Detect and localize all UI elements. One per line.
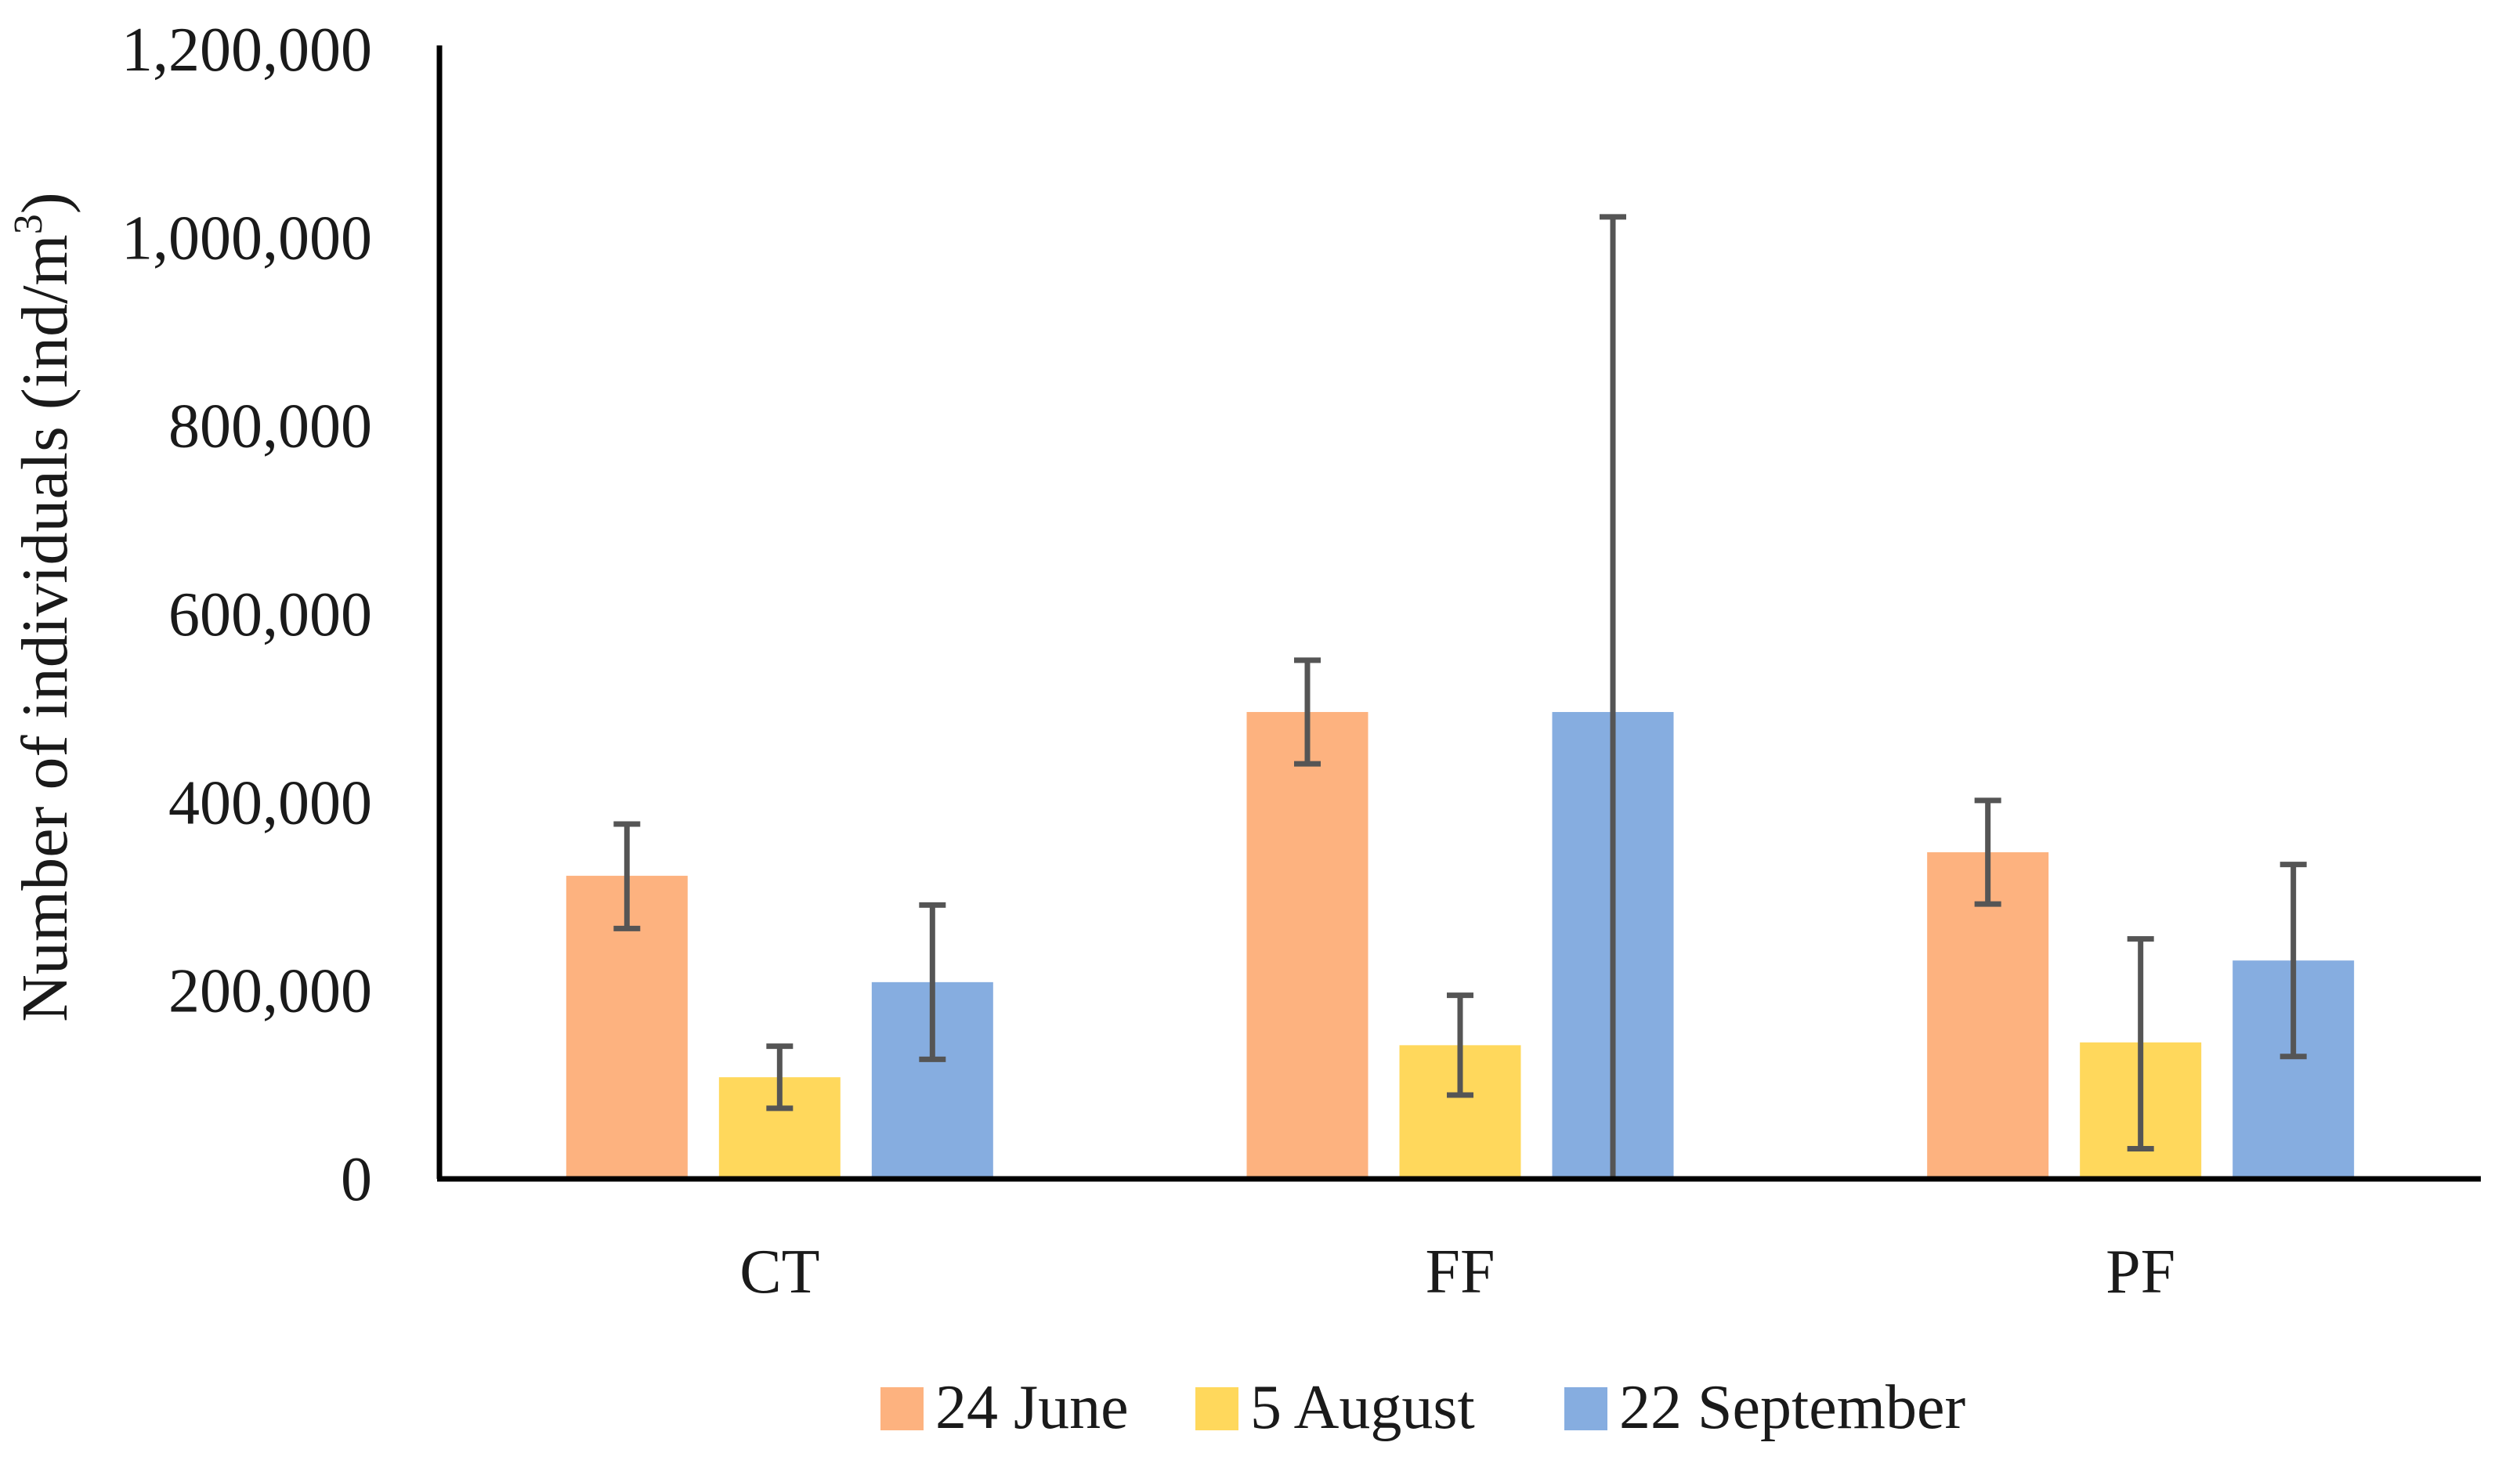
x-category-label: FF — [1426, 1238, 1495, 1307]
legend-swatch — [880, 1387, 924, 1430]
x-axis-category-labels: CT FF PF — [739, 1238, 2175, 1307]
bars-group — [566, 711, 2355, 1179]
y-axis-ticks: 0 200,000 400,000 600,000 800,000 1,000,000 1,… — [121, 16, 372, 1214]
bar-FF-0 — [1246, 711, 1368, 1179]
y-axis-title-superscript: 3 — [6, 214, 51, 234]
y-axis-title-close: ) — [9, 192, 81, 214]
y-tick-label: 1,000,000 — [121, 204, 372, 273]
y-tick-label: 800,000 — [168, 392, 372, 461]
legend-swatch — [1195, 1387, 1238, 1430]
x-category-label: PF — [2106, 1238, 2175, 1307]
legend-label: 22 September — [1619, 1373, 1965, 1442]
x-category-label: CT — [739, 1238, 819, 1307]
y-tick-label: 1,200,000 — [121, 16, 372, 85]
legend-label: 5 August — [1250, 1373, 1475, 1442]
legend-swatch — [1564, 1387, 1607, 1430]
legend-item: 24 June — [880, 1373, 1129, 1442]
y-axis-title-text: Number of individuals (ind/m — [9, 234, 81, 1022]
y-axis-title: Number of individuals (ind/m3) — [6, 192, 81, 1022]
legend: 24 June 5 August 22 September — [880, 1373, 1965, 1442]
y-tick-label: 600,000 — [168, 580, 372, 649]
legend-label: 24 June — [935, 1373, 1129, 1442]
error-bars-group — [613, 214, 2307, 1179]
y-tick-label: 0 — [341, 1145, 372, 1214]
legend-item: 5 August — [1195, 1373, 1475, 1442]
y-tick-label: 400,000 — [168, 768, 372, 837]
y-tick-label: 200,000 — [168, 957, 372, 1026]
legend-item: 22 September — [1564, 1373, 1965, 1442]
